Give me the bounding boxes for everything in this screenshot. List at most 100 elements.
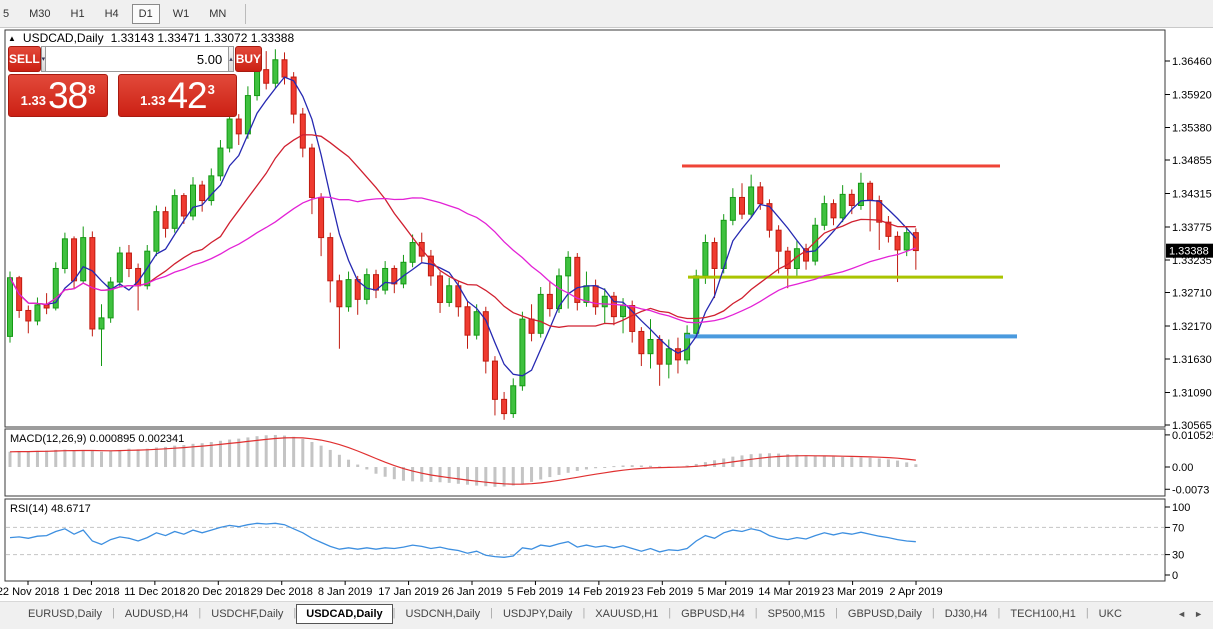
- macd-histogram-bar: [8, 451, 12, 467]
- buy-button[interactable]: BUY: [234, 46, 263, 72]
- sell-button[interactable]: SELL: [8, 46, 41, 72]
- tab-scroll-left-icon[interactable]: ◄: [1177, 609, 1187, 619]
- symbol-tab-sp500-m15[interactable]: SP500,M15: [767, 608, 826, 620]
- macd-histogram-bar: [905, 462, 909, 467]
- symbol-tab-usdcnh-daily[interactable]: USDCNH,Daily: [405, 608, 481, 620]
- macd-histogram-bar: [621, 465, 625, 467]
- tab-scroll-arrows: ◄ ►: [1177, 609, 1203, 619]
- macd-histogram-bar: [392, 467, 396, 480]
- price-axis-label: 1.33235: [1172, 255, 1212, 267]
- chart-canvas[interactable]: 1.364601.359201.353801.348551.343151.337…: [0, 0, 1213, 601]
- trendline-resistance[interactable]: [682, 164, 1000, 168]
- macd-histogram-bar: [484, 467, 488, 487]
- macd-histogram-bar: [191, 443, 195, 467]
- macd-histogram-bar: [813, 456, 817, 467]
- date-axis-label: 22 Nov 2018: [0, 586, 59, 598]
- tab-divider: |: [198, 607, 202, 619]
- macd-histogram-bar: [109, 451, 113, 467]
- macd-histogram-bar: [694, 463, 698, 467]
- collapse-chart-icon[interactable]: ▲: [8, 33, 16, 43]
- symbol-tab-xauusd-h1[interactable]: XAUUSD,H1: [595, 608, 659, 620]
- tab-divider: |: [668, 607, 672, 619]
- date-axis-label: 26 Jan 2019: [442, 586, 503, 598]
- date-axis-label: 14 Mar 2019: [758, 586, 820, 598]
- macd-histogram-bar: [255, 436, 259, 467]
- macd-histogram-bar: [154, 447, 158, 467]
- date-axis-label: 23 Feb 2019: [631, 586, 693, 598]
- macd-histogram-bar: [420, 467, 424, 482]
- toolbar-separator: [245, 3, 247, 24]
- macd-histogram-bar: [713, 460, 717, 467]
- price-axis-label: 1.34315: [1172, 188, 1212, 200]
- timeframe-button-h4[interactable]: H4: [104, 7, 119, 20]
- symbol-tab-dj30-h4[interactable]: DJ30,H4: [944, 608, 988, 620]
- volume-input[interactable]: [46, 46, 229, 72]
- timeframe-button-d1[interactable]: D1: [131, 3, 160, 24]
- timeframe-button-mn[interactable]: MN: [209, 7, 227, 20]
- macd-histogram-bar: [566, 467, 570, 473]
- date-axis-label: 20 Dec 2018: [187, 586, 249, 598]
- macd-histogram-bar: [337, 454, 341, 467]
- symbol-tab-gbpusd-h4[interactable]: GBPUSD,H4: [681, 608, 745, 620]
- macd-histogram-bar: [127, 448, 131, 467]
- macd-histogram-bar: [81, 449, 85, 467]
- macd-histogram-bar: [758, 453, 762, 467]
- price-axis-label: 1.30565: [1172, 420, 1212, 432]
- sell-price-pips: 38: [47, 75, 88, 117]
- timeframe-button-w1[interactable]: W1: [172, 7, 190, 20]
- sell-price-panel[interactable]: 1.33 38 8: [8, 74, 108, 117]
- macd-histogram-bar: [17, 451, 21, 467]
- price-axis-label: 1.32170: [1172, 321, 1212, 333]
- rsi-scale-label: 30: [1172, 550, 1184, 562]
- macd-histogram-bar: [328, 449, 332, 467]
- macd-histogram-bar: [35, 450, 39, 467]
- buy-price-panel[interactable]: 1.33 42 3: [118, 74, 237, 117]
- timeframe-toolbar: 5 M30 H1 H4 D1 W1 MN: [0, 0, 1213, 28]
- timeframe-button-5[interactable]: 5: [3, 7, 10, 20]
- ma-line-30: [9, 196, 917, 324]
- macd-histogram-bar: [45, 450, 49, 467]
- volume-decrease-button[interactable]: ▾: [40, 46, 47, 72]
- macd-histogram-bar: [218, 440, 222, 467]
- macd-histogram-bar: [859, 457, 863, 467]
- trendline-support-mid[interactable]: [688, 275, 1003, 279]
- date-axis-label: 2 Apr 2019: [889, 586, 942, 598]
- date-axis-label: 5 Feb 2019: [508, 586, 564, 598]
- macd-histogram-bar: [767, 453, 771, 467]
- macd-histogram-bar: [822, 456, 826, 467]
- symbol-tab-usdcad-daily[interactable]: USDCAD,Daily: [296, 604, 393, 624]
- symbol-tab-usdjpy-daily[interactable]: USDJPY,Daily: [502, 608, 573, 620]
- macd-histogram-bar: [594, 467, 598, 469]
- timeframe-button-h1[interactable]: H1: [70, 7, 85, 20]
- macd-histogram-bar: [886, 459, 890, 467]
- volume-increase-button[interactable]: ▴: [228, 46, 234, 72]
- symbol-tab-audusd-h4[interactable]: AUDUSD,H4: [124, 608, 189, 620]
- macd-histogram-bar: [283, 435, 286, 467]
- tab-divider: |: [392, 607, 396, 619]
- macd-histogram-bar: [63, 449, 67, 467]
- macd-histogram-bar: [228, 439, 232, 467]
- symbol-tab-eurusd-daily[interactable]: EURUSD,Daily: [28, 608, 102, 620]
- macd-scale-label: -0.0073: [1172, 484, 1209, 496]
- macd-histogram-bar: [447, 467, 451, 483]
- macd-histogram-bar: [896, 460, 900, 467]
- macd-histogram-bar: [347, 459, 351, 467]
- price-axis-label: 1.32710: [1172, 288, 1212, 300]
- price-axis-label: 1.31630: [1172, 354, 1212, 366]
- macd-histogram-bar: [493, 467, 497, 487]
- tab-scroll-right-icon[interactable]: ►: [1194, 609, 1203, 619]
- macd-histogram-bar: [301, 438, 305, 467]
- symbol-tab-tech100-h1[interactable]: TECH100,H1: [1010, 608, 1076, 620]
- rsi-indicator-label: RSI(14) 48.6717: [10, 503, 91, 515]
- symbol-tab-gbpusd-daily[interactable]: GBPUSD,Daily: [847, 608, 922, 620]
- symbol-tab-ukc[interactable]: UKC: [1098, 608, 1122, 620]
- trendline-support-low[interactable]: [685, 334, 1017, 339]
- macd-histogram-bar: [658, 466, 662, 468]
- chart-ohlc-values: 1.33143 1.33471 1.33072 1.33388: [110, 31, 295, 45]
- symbol-tab-usdchf-daily[interactable]: USDCHF,Daily: [211, 608, 284, 620]
- macd-histogram-bar: [804, 455, 808, 467]
- timeframe-button-m30[interactable]: M30: [29, 7, 51, 20]
- macd-histogram-bar: [209, 441, 213, 467]
- macd-histogram-bar: [456, 467, 460, 484]
